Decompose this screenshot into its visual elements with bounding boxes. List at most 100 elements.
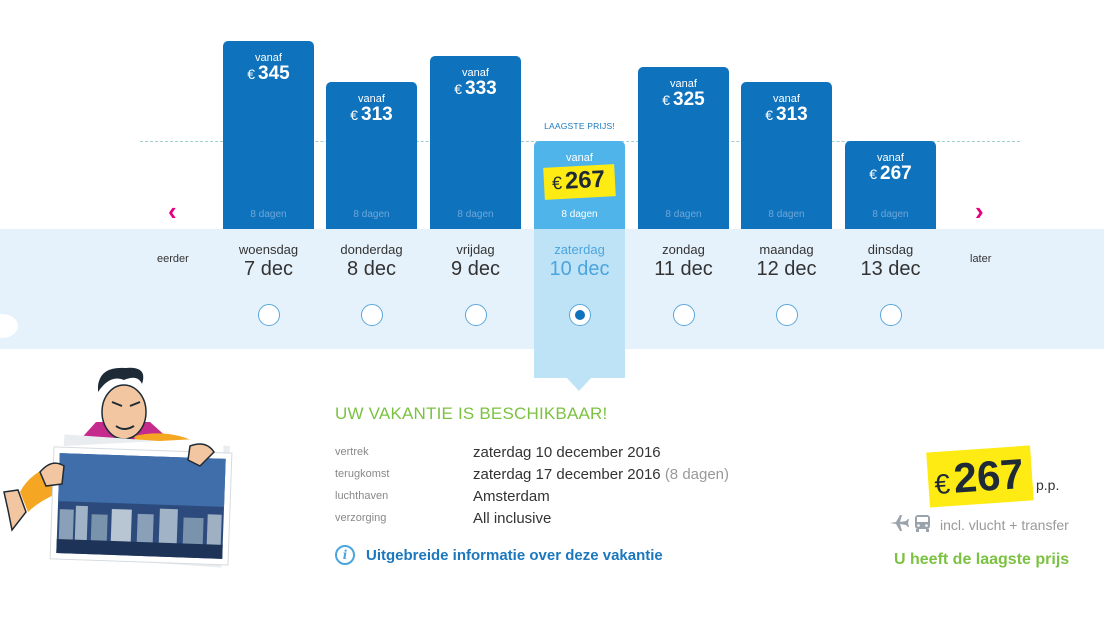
date-radio[interactable] bbox=[879, 304, 902, 326]
price-bar[interactable]: vanaf €313 8 dagen bbox=[326, 82, 417, 229]
duration-label: 8 dagen bbox=[872, 209, 909, 220]
duration-label: 8 dagen bbox=[561, 209, 598, 220]
bar-currency: € bbox=[247, 66, 256, 82]
bar-currency: € bbox=[350, 107, 359, 123]
bar-price-value: 267 bbox=[564, 165, 606, 195]
detail-value-extra: (8 dagen) bbox=[664, 466, 730, 483]
price-from-label: vanaf bbox=[255, 52, 282, 64]
detail-value: All inclusive bbox=[473, 510, 551, 527]
date-label: 12 dec bbox=[756, 258, 817, 280]
selected-day-column bbox=[534, 229, 625, 378]
per-person-label: p.p. bbox=[1036, 477, 1060, 493]
bar-currency: € bbox=[454, 81, 463, 97]
price-highlight: €267 bbox=[926, 445, 1034, 508]
date-label: 13 dec bbox=[860, 258, 921, 280]
price-bar[interactable]: vanaf €267 8 dagen bbox=[534, 141, 625, 229]
weekday-label: vrijdag bbox=[456, 242, 495, 257]
date-option[interactable]: zaterdag 10 dec bbox=[528, 242, 632, 281]
mascot-illustration bbox=[3, 367, 233, 568]
bar-price: €325 bbox=[638, 90, 729, 110]
bar-price-value: 333 bbox=[465, 78, 497, 99]
detail-value-text: Amsterdam bbox=[473, 488, 550, 505]
price-bar[interactable]: vanaf €333 8 dagen bbox=[430, 56, 521, 229]
price-from-label: vanaf bbox=[877, 152, 904, 164]
bar-currency: € bbox=[869, 166, 878, 182]
bar-price: €313 bbox=[741, 105, 832, 125]
band-decoration bbox=[0, 314, 18, 338]
weekday-label: zaterdag bbox=[554, 242, 605, 257]
date-radio[interactable] bbox=[672, 304, 695, 326]
detail-label: vertrek bbox=[335, 446, 369, 458]
previous-arrow-icon[interactable]: ‹ bbox=[168, 196, 177, 226]
weekday-label: woensdag bbox=[238, 242, 299, 257]
duration-label: 8 dagen bbox=[353, 209, 390, 220]
duration-label: 8 dagen bbox=[250, 209, 287, 220]
detail-label: luchthaven bbox=[335, 490, 389, 502]
later-link[interactable]: later bbox=[970, 253, 992, 265]
date-label: 7 dec bbox=[244, 258, 293, 280]
bar-currency: € bbox=[765, 107, 774, 123]
bar-currency: € bbox=[662, 92, 671, 108]
date-radio[interactable] bbox=[568, 304, 591, 326]
date-option[interactable]: zondag 11 dec bbox=[632, 242, 736, 281]
earlier-link[interactable]: eerder bbox=[157, 253, 189, 265]
date-label: 11 dec bbox=[654, 258, 713, 280]
weekday-label: dinsdag bbox=[867, 242, 914, 257]
price-from-label: vanaf bbox=[566, 152, 593, 164]
bar-price-value: 313 bbox=[776, 104, 808, 125]
bus-icon bbox=[915, 515, 930, 532]
total-price: €267 bbox=[926, 445, 1034, 508]
detail-value-text: zaterdag 10 december 2016 bbox=[473, 444, 661, 461]
bar-price: €345 bbox=[223, 64, 314, 84]
detail-label: verzorging bbox=[335, 512, 387, 524]
detail-value-text: All inclusive bbox=[473, 510, 552, 527]
date-option[interactable]: dinsdag 13 dec bbox=[839, 242, 943, 281]
info-icon[interactable]: i bbox=[335, 545, 355, 565]
date-option[interactable]: donderdag 8 dec bbox=[320, 242, 424, 281]
lowest-price-highlight: €267 bbox=[543, 164, 616, 200]
price-bar[interactable]: vanaf €313 8 dagen bbox=[741, 82, 832, 229]
includes-label: incl. vlucht + transfer bbox=[940, 517, 1069, 533]
weekday-label: maandag bbox=[759, 242, 814, 257]
detail-value: zaterdag 17 december 2016 (8 dagen) bbox=[473, 466, 729, 483]
bar-price: €313 bbox=[326, 105, 417, 125]
price-currency: € bbox=[933, 468, 952, 501]
duration-label: 8 dagen bbox=[665, 209, 702, 220]
duration-label: 8 dagen bbox=[768, 209, 805, 220]
more-info-link[interactable]: Uitgebreide informatie over deze vakanti… bbox=[366, 547, 663, 564]
price-bar[interactable]: vanaf €345 8 dagen bbox=[223, 41, 314, 229]
duration-label: 8 dagen bbox=[457, 209, 494, 220]
bar-currency: € bbox=[551, 172, 563, 194]
price-bar[interactable]: vanaf €267 8 dagen bbox=[845, 141, 936, 229]
weekday-label: donderdag bbox=[340, 242, 403, 257]
date-radio[interactable] bbox=[464, 304, 487, 326]
price-from-label: vanaf bbox=[358, 93, 385, 105]
bar-price: €267 bbox=[534, 164, 625, 200]
detail-value-text: zaterdag 17 december 2016 bbox=[473, 466, 661, 483]
date-label: 9 dec bbox=[451, 258, 500, 280]
next-arrow-icon[interactable]: › bbox=[975, 196, 984, 226]
price-from-label: vanaf bbox=[773, 93, 800, 105]
availability-heading: UW VAKANTIE IS BESCHIKBAAR! bbox=[335, 404, 608, 423]
date-option[interactable]: woensdag 7 dec bbox=[217, 242, 321, 281]
date-option[interactable]: maandag 12 dec bbox=[735, 242, 839, 281]
price-from-label: vanaf bbox=[462, 67, 489, 79]
date-option[interactable]: vrijdag 9 dec bbox=[424, 242, 528, 281]
bar-price-value: 345 bbox=[258, 63, 290, 84]
date-label: 8 dec bbox=[347, 258, 396, 280]
price-bar[interactable]: vanaf €325 8 dagen bbox=[638, 67, 729, 229]
price-from-label: vanaf bbox=[670, 78, 697, 90]
bar-price-value: 325 bbox=[673, 89, 705, 110]
date-radio[interactable] bbox=[257, 304, 280, 326]
bar-price: €333 bbox=[430, 79, 521, 99]
bar-price: €267 bbox=[845, 164, 936, 184]
plane-icon bbox=[890, 515, 909, 531]
weekday-label: zondag bbox=[662, 242, 705, 257]
detail-label: terugkomst bbox=[335, 468, 390, 480]
detail-value: Amsterdam bbox=[473, 488, 550, 505]
bar-price-value: 267 bbox=[880, 163, 912, 184]
date-label: 10 dec bbox=[549, 258, 610, 280]
lowest-price-note: U heeft de laagste prijs bbox=[894, 551, 1070, 568]
date-radio[interactable] bbox=[775, 304, 798, 326]
date-radio[interactable] bbox=[360, 304, 383, 326]
